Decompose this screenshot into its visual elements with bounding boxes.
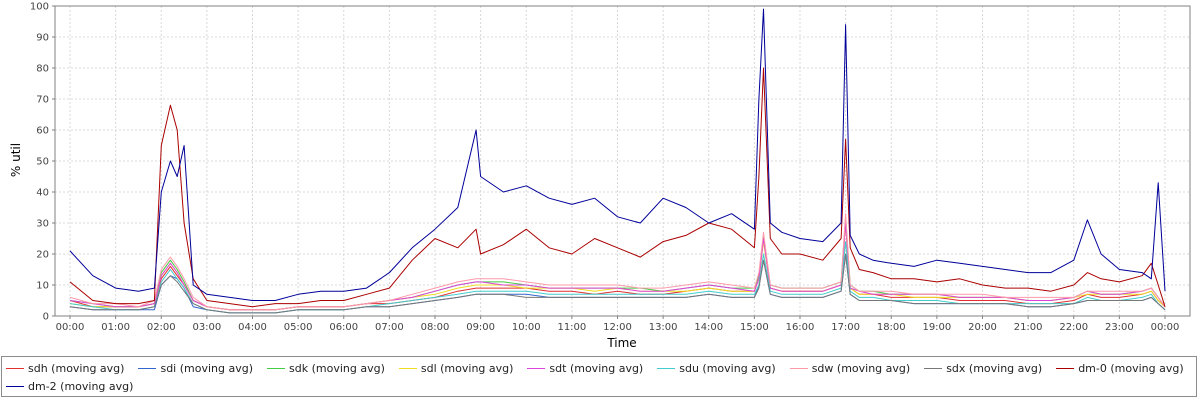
chart-legend: sdh (moving avg) sdi (moving avg) sdk (mov…: [1, 356, 1197, 397]
x-tick-label: 00:00: [1151, 322, 1180, 333]
legend-item: sdh (moving avg): [6, 359, 124, 377]
legend-label: sdk (moving avg): [289, 361, 385, 375]
legend-label: dm-0 (moving avg): [1078, 361, 1184, 375]
x-tick-label: 07:00: [375, 322, 404, 333]
legend-swatch: [267, 367, 286, 369]
legend-item: sdw (moving avg): [789, 359, 911, 377]
series-lines: [69, 8, 1166, 314]
legend-label: sdl (moving avg): [420, 361, 514, 375]
y-tick-label: 0: [43, 312, 49, 323]
legend-swatch: [398, 367, 417, 369]
series-line-dm-2: [69, 8, 1166, 301]
x-tick-label: 11:00: [557, 322, 586, 333]
legend-label: sdt (moving avg): [549, 361, 644, 375]
x-tick-label: 16:00: [786, 322, 815, 333]
legend-item: sdi (moving avg): [138, 359, 253, 377]
legend-row: dm-2 (moving avg): [6, 377, 147, 395]
series-line-dm-0: [69, 67, 1166, 308]
legend-item: dm-2 (moving avg): [6, 377, 133, 395]
y-tick-label: 70: [36, 95, 49, 106]
legend-label: sdx (moving avg): [946, 361, 1043, 375]
legend-swatch: [527, 367, 546, 369]
x-axis-ticks: 00:00 01:00 02:00 03:00 04:00 05:00 06:00 07:00…: [56, 316, 1180, 333]
legend-label: sdw (moving avg): [811, 361, 911, 375]
series-line-sdx: [69, 253, 1166, 314]
legend-label: sdu (moving avg): [679, 361, 776, 375]
legend-swatch: [6, 367, 24, 369]
y-tick-label: 30: [36, 219, 49, 230]
x-tick-label: 15:00: [740, 322, 769, 333]
legend-item: sdt (moving avg): [527, 359, 643, 377]
grid-lines: [55, 5, 1190, 317]
legend-label: dm-2 (moving avg): [28, 379, 134, 393]
x-tick-label: 10:00: [512, 322, 541, 333]
legend-swatch: [789, 367, 808, 369]
x-tick-label: 00:00: [56, 322, 85, 333]
y-tick-label: 100: [30, 2, 49, 13]
y-tick-label: 60: [36, 126, 49, 137]
legend-item: dm-0 (moving avg): [1056, 359, 1184, 377]
x-tick-label: 19:00: [922, 322, 951, 333]
x-tick-label: 06:00: [329, 322, 358, 333]
x-tick-label: 09:00: [466, 322, 495, 333]
x-tick-label: 17:00: [831, 322, 860, 333]
y-axis-ticks: 0 10 20 30 40 50 60 70 80 90 100: [30, 2, 55, 323]
legend-row: sdh (moving avg) sdi (moving avg) sdk (mov…: [6, 359, 1198, 377]
legend-swatch: [138, 367, 157, 369]
x-tick-label: 13:00: [649, 322, 678, 333]
x-tick-label: 12:00: [603, 322, 632, 333]
x-tick-label: 08:00: [421, 322, 450, 333]
legend-item: sdx (moving avg): [924, 359, 1042, 377]
y-tick-label: 50: [36, 157, 49, 168]
legend-label: sdh (moving avg): [28, 361, 125, 375]
x-tick-label: 18:00: [877, 322, 906, 333]
y-tick-label: 20: [36, 250, 49, 261]
y-tick-label: 80: [36, 64, 49, 75]
y-axis-title: % util: [9, 143, 23, 177]
legend-item: sdl (moving avg): [398, 359, 514, 377]
x-tick-label: 14:00: [694, 322, 723, 333]
y-tick-label: 90: [36, 33, 49, 44]
x-tick-label: 22:00: [1059, 322, 1088, 333]
x-tick-label: 03:00: [192, 322, 221, 333]
x-tick-label: 23:00: [1105, 322, 1134, 333]
x-tick-label: 02:00: [147, 322, 176, 333]
x-axis-title: Time: [606, 336, 636, 350]
legend-swatch: [6, 385, 24, 387]
y-tick-label: 10: [36, 281, 49, 292]
legend-swatch: [657, 367, 676, 369]
x-tick-label: 20:00: [968, 322, 997, 333]
legend-item: sdu (moving avg): [657, 359, 776, 377]
legend-swatch: [924, 367, 943, 369]
x-tick-label: 05:00: [284, 322, 313, 333]
y-tick-label: 40: [36, 188, 49, 199]
util-line-chart: 0 10 20 30 40 50 60 70 80 90 100 00:00 01:00 02:00 03…: [9, 2, 1191, 350]
legend-swatch: [1056, 367, 1075, 369]
x-tick-label: 21:00: [1014, 322, 1043, 333]
x-tick-label: 04:00: [238, 322, 267, 333]
legend-item: sdk (moving avg): [267, 359, 385, 377]
legend-label: sdi (moving avg): [160, 361, 254, 375]
series-line-sdw: [69, 213, 1166, 311]
x-tick-label: 01:00: [101, 322, 130, 333]
